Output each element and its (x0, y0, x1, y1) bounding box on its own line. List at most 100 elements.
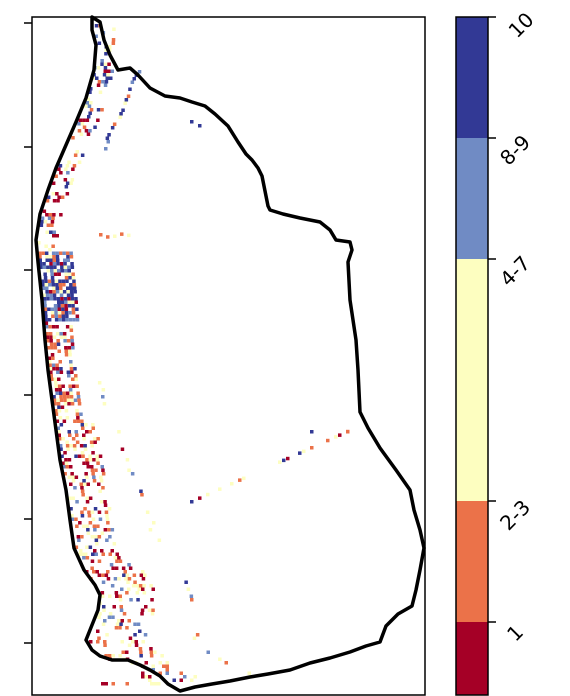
raster-pixel (76, 416, 80, 420)
raster-pixel (95, 454, 99, 458)
raster-pixel (85, 430, 89, 434)
raster-pixel (117, 577, 121, 581)
raster-pixel (76, 419, 81, 423)
raster-pixel (96, 83, 101, 87)
raster-pixel (150, 598, 154, 602)
raster-pixel (102, 608, 106, 612)
raster-pixel (148, 528, 153, 532)
raster-pixel (58, 391, 63, 395)
raster-pixel (134, 640, 138, 644)
raster-pixel (151, 664, 155, 668)
raster-pixel (49, 370, 53, 374)
raster-pixel (66, 293, 71, 297)
raster-pixel (48, 213, 53, 217)
raster-pixel (51, 314, 55, 318)
raster-pixel (106, 570, 110, 574)
raster-pixel (186, 587, 191, 591)
raster-pixel (52, 234, 56, 238)
raster-pixel (85, 496, 89, 500)
raster-pixel (97, 381, 102, 385)
raster-pixel (69, 325, 73, 329)
raster-pixel (65, 444, 70, 448)
raster-pixel (107, 528, 111, 532)
raster-pixel (90, 559, 95, 563)
raster-pixel (69, 360, 73, 364)
raster-pixel (91, 552, 95, 556)
raster-pixel (70, 370, 74, 374)
raster-pixel (48, 283, 52, 287)
raster-pixel (53, 269, 57, 273)
raster-pixel (47, 279, 52, 283)
raster-pixel (51, 279, 55, 283)
raster-pixel (94, 552, 98, 556)
raster-pixel (50, 346, 54, 350)
raster-pixel (74, 475, 79, 479)
raster-pixel (141, 577, 146, 581)
raster-pixel (73, 398, 78, 402)
raster-pixel (53, 304, 58, 308)
raster-pixel (44, 251, 49, 255)
colorbar-label-1: 1 (502, 620, 528, 646)
raster-pixel (45, 213, 49, 217)
raster-pixel (79, 482, 83, 486)
raster-pixel (73, 286, 77, 290)
raster-pixel (66, 339, 71, 343)
raster-pixel (72, 318, 76, 322)
raster-pixel (102, 402, 107, 406)
raster-pixel (45, 335, 50, 339)
raster-pixel (51, 192, 56, 196)
raster-pixel (65, 181, 70, 185)
raster-pixel (126, 94, 131, 98)
raster-pixel (67, 475, 72, 479)
raster-pixel (66, 398, 71, 402)
raster-pixel (141, 675, 145, 679)
raster-pixel (140, 608, 145, 612)
raster-pixel (112, 542, 117, 546)
raster-pixel (46, 223, 51, 227)
raster-pixel (144, 605, 148, 609)
raster-pixel (124, 577, 128, 581)
raster-pixel (88, 545, 93, 549)
colorbar-segment-8-9 (456, 138, 488, 259)
raster-pixel (85, 500, 90, 504)
colorbar-frame (455, 16, 489, 696)
raster-pixel (58, 164, 63, 168)
raster-pixel (62, 419, 67, 423)
raster-pixel (83, 507, 87, 511)
raster-pixel (142, 591, 147, 595)
raster-pixel (50, 311, 55, 315)
raster-pixel (61, 279, 66, 283)
raster-pixel (77, 454, 82, 458)
raster-pixel (64, 461, 69, 465)
raster-pixel (73, 153, 78, 157)
colorbar-segment-4-7 (456, 259, 488, 501)
raster-pixel (82, 524, 86, 528)
raster-pixel (88, 521, 93, 525)
raster-pixel (129, 598, 133, 602)
raster-pixel (59, 370, 64, 374)
raster-pixel (195, 633, 200, 637)
raster-pixel (103, 619, 107, 623)
raster-pixel (72, 283, 77, 287)
raster-pixel (84, 552, 88, 556)
raster-pixel (121, 650, 125, 654)
raster-pixel (57, 167, 61, 171)
raster-pixel (54, 311, 58, 315)
raster-pixel (100, 62, 104, 66)
raster-pixel (52, 199, 57, 203)
raster-pixel (74, 377, 78, 381)
raster-pixel (50, 307, 55, 311)
raster-pixel (122, 573, 126, 577)
raster-pixel (49, 230, 53, 234)
raster-pixel (56, 370, 60, 374)
raster-pixel (206, 650, 210, 654)
raster-pixel (92, 437, 97, 441)
raster-pixel (59, 398, 64, 402)
raster-pixel (114, 566, 119, 570)
raster-pixel (193, 675, 197, 679)
raster-pixel (60, 195, 65, 199)
raster-pixel (125, 573, 130, 577)
raster-pixel (230, 482, 234, 486)
raster-pixel (64, 272, 68, 276)
raster-pixel (72, 164, 77, 168)
